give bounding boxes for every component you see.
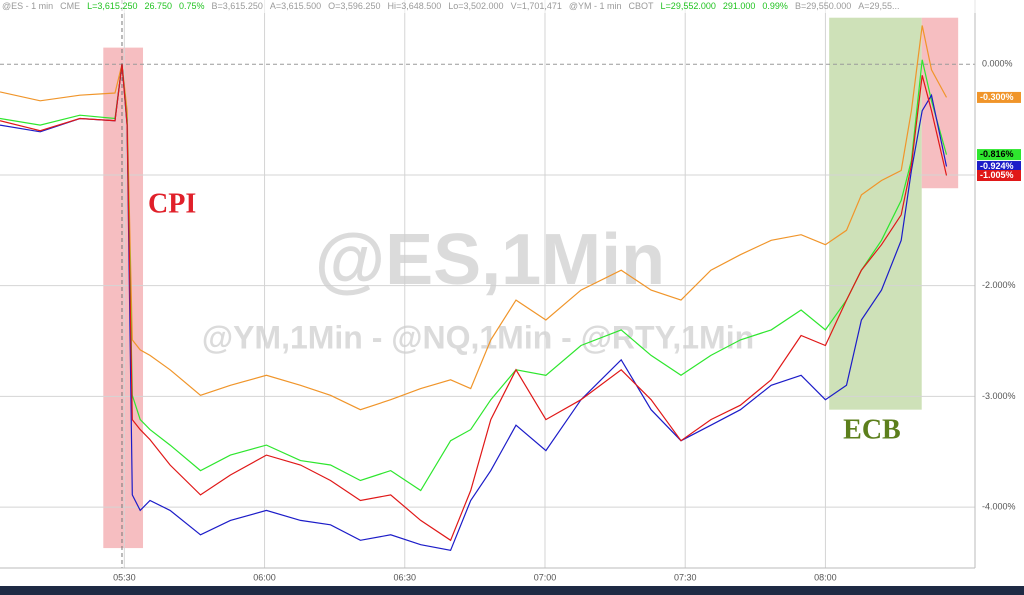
header-item: CBOT bbox=[629, 1, 655, 11]
x-tick-label: 06:00 bbox=[253, 572, 276, 582]
header-item: @YM - 1 min bbox=[569, 1, 622, 11]
x-tick-label: 06:30 bbox=[394, 572, 417, 582]
y-tick-label: -2.000% bbox=[982, 280, 1016, 290]
value-tag bbox=[977, 161, 1021, 173]
header-item: A=29,55... bbox=[858, 1, 899, 11]
highlight-band bbox=[829, 17, 922, 410]
header-item: 291.000 bbox=[723, 1, 756, 11]
value-tag bbox=[977, 149, 1021, 161]
highlight-band bbox=[921, 17, 959, 189]
header-item: B=29,550.000 bbox=[795, 1, 851, 11]
header-item: @ES - 1 min bbox=[2, 1, 53, 11]
value-label: -1.005% bbox=[980, 170, 1014, 180]
watermark: @ES,1Min bbox=[315, 220, 665, 300]
highlight-band bbox=[103, 47, 144, 549]
series-line bbox=[0, 25, 948, 411]
value-tag bbox=[977, 91, 1021, 103]
annotation: CPI bbox=[148, 188, 196, 219]
header-item: A=3,615.500 bbox=[270, 1, 321, 11]
value-label: -0.924% bbox=[980, 161, 1014, 171]
y-tick-label: -3.000% bbox=[982, 391, 1016, 401]
header-item: L=3,615.250 bbox=[87, 1, 137, 11]
header-item: Lo=3,502.000 bbox=[448, 1, 503, 11]
series-line bbox=[0, 64, 948, 551]
header-item: 0.75% bbox=[179, 1, 205, 11]
header-item: Hi=3,648.500 bbox=[387, 1, 441, 11]
header-item: O=3,596.250 bbox=[328, 1, 380, 11]
y-tick-label: 0.000% bbox=[982, 59, 1013, 69]
value-label: -0.300% bbox=[980, 92, 1014, 102]
header-item: CME bbox=[60, 1, 80, 11]
bottom-bar bbox=[0, 586, 1024, 595]
header-item: 26.750 bbox=[144, 1, 172, 11]
series-line bbox=[0, 64, 948, 542]
value-label: -0.816% bbox=[980, 149, 1014, 159]
header-item: L=29,552.000 bbox=[661, 1, 716, 11]
x-tick-label: 07:00 bbox=[534, 572, 557, 582]
header-item: V=1,701,471 bbox=[511, 1, 562, 11]
value-tag bbox=[977, 169, 1021, 181]
header-bar bbox=[0, 0, 1024, 13]
header-item: 0.99% bbox=[762, 1, 788, 11]
x-tick-label: 05:30 bbox=[113, 572, 136, 582]
annotation: ECB bbox=[843, 414, 901, 445]
sub-watermark: @YM,1Min - @NQ,1Min - @RTY,1Min bbox=[202, 319, 754, 355]
y-tick-label: -4.000% bbox=[982, 501, 1016, 511]
x-tick-label: 07:30 bbox=[674, 572, 697, 582]
x-tick-label: 08:00 bbox=[814, 572, 837, 582]
header-item: B=3,615.250 bbox=[212, 1, 263, 11]
